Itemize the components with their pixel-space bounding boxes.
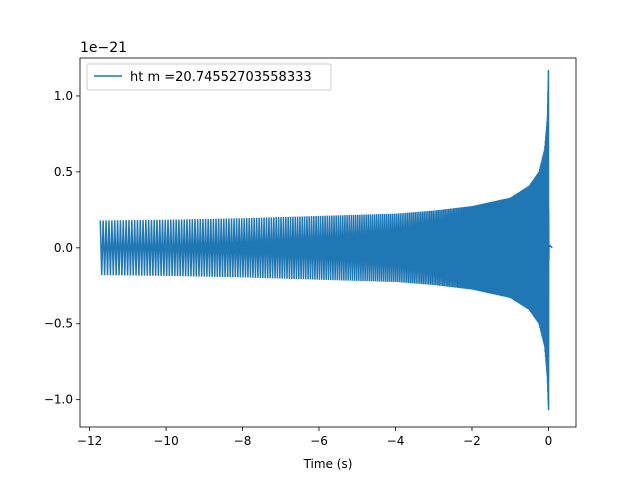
x-tick-label: −4 [387, 434, 405, 448]
legend: ht m =20.74552703558333 [86, 63, 332, 91]
y-offset-label: 1e−21 [80, 40, 127, 56]
y-tick-label: 0.5 [54, 165, 73, 179]
x-tick-label: −6 [310, 434, 328, 448]
y-axis-ticks: −1.0 −0.5 0.0 0.5 1.0 [44, 89, 80, 407]
axes-frame [79, 57, 577, 428]
y-tick-label: 0.0 [54, 241, 73, 255]
y-tick-label: 1.0 [54, 89, 73, 103]
y-tick-label: −1.0 [44, 393, 73, 407]
y-tick-label: −0.5 [44, 317, 73, 331]
legend-label: ht m =20.74552703558333 [130, 70, 312, 85]
x-tick-label: −8 [234, 434, 252, 448]
legend-box [86, 63, 332, 91]
x-tick-label: 0 [545, 434, 553, 448]
x-axis-label: Time (s) [303, 457, 353, 471]
x-axis-ticks: −12 −10 −8 −6 −4 −2 0 [77, 427, 552, 448]
plot-layer [99, 70, 553, 411]
x-tick-label: −2 [463, 434, 481, 448]
x-tick-label: −12 [77, 434, 102, 448]
x-tick-label: −10 [153, 434, 178, 448]
waveform-series-line [99, 70, 553, 411]
